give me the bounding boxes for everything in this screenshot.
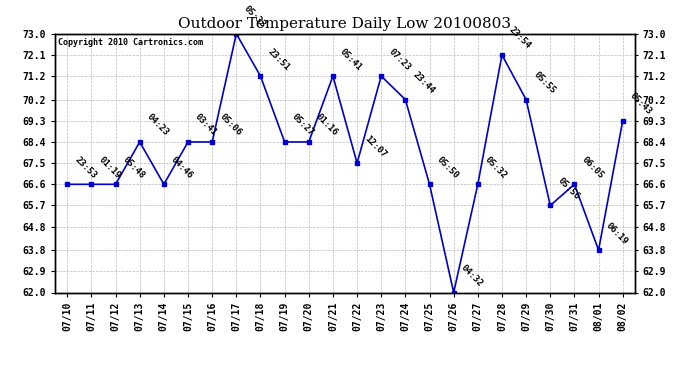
Text: 03:41: 03:41: [194, 112, 219, 138]
Text: 05:33: 05:33: [242, 4, 267, 30]
Text: 23:51: 23:51: [266, 46, 291, 72]
Text: 05:32: 05:32: [484, 155, 509, 180]
Text: 07:23: 07:23: [387, 46, 412, 72]
Text: 06:19: 06:19: [604, 220, 629, 246]
Text: 23:44: 23:44: [411, 70, 436, 96]
Text: 05:43: 05:43: [629, 91, 653, 117]
Text: Copyright 2010 Cartronics.com: Copyright 2010 Cartronics.com: [58, 38, 203, 46]
Text: 05:41: 05:41: [339, 46, 364, 72]
Text: 04:32: 04:32: [460, 263, 484, 288]
Text: 05:56: 05:56: [556, 176, 581, 201]
Text: 05:55: 05:55: [532, 70, 557, 96]
Text: 05:50: 05:50: [435, 155, 460, 180]
Text: 23:54: 23:54: [508, 26, 533, 51]
Text: 01:19: 01:19: [97, 155, 122, 180]
Text: 23:53: 23:53: [73, 155, 98, 180]
Text: 04:46: 04:46: [170, 155, 195, 180]
Text: 04:23: 04:23: [146, 112, 170, 138]
Text: 05:48: 05:48: [121, 155, 146, 180]
Text: 12:07: 12:07: [363, 134, 388, 159]
Text: 06:05: 06:05: [580, 155, 605, 180]
Text: 05:27: 05:27: [290, 112, 315, 138]
Text: 05:06: 05:06: [218, 112, 243, 138]
Title: Outdoor Temperature Daily Low 20100803: Outdoor Temperature Daily Low 20100803: [179, 17, 511, 31]
Text: 01:16: 01:16: [315, 112, 339, 138]
